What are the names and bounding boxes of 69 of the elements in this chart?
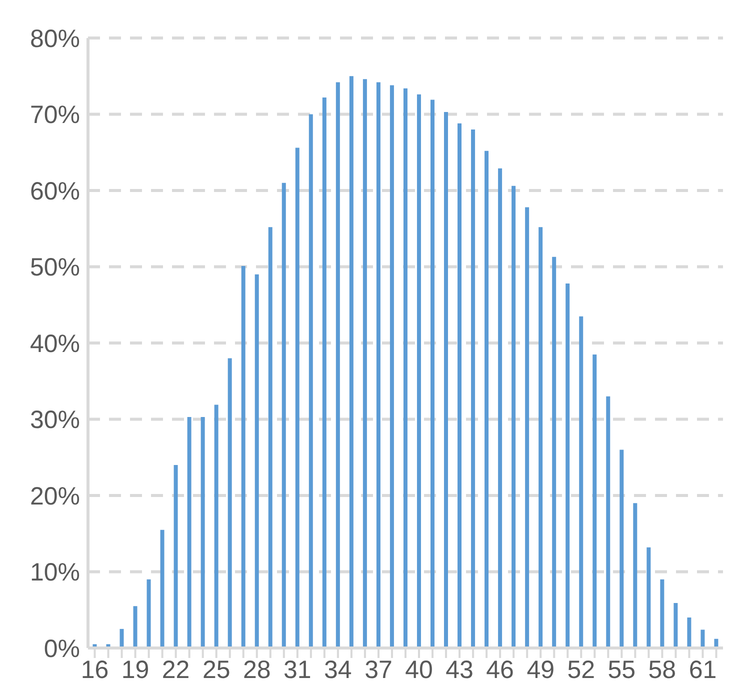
bar — [430, 100, 434, 648]
x-tick-label: 46 — [486, 656, 514, 684]
bar — [592, 354, 597, 648]
bar — [228, 358, 232, 648]
y-tick-label: 0% — [44, 634, 80, 663]
bar — [484, 150, 489, 648]
bar — [214, 404, 218, 648]
bar — [538, 227, 543, 648]
y-tick-label: 20% — [30, 482, 80, 510]
x-tick-label: 28 — [242, 656, 271, 684]
y-tick-label: 40% — [30, 330, 80, 358]
x-tick-label: 49 — [526, 656, 555, 684]
y-tick-label: 50% — [30, 254, 80, 282]
bar — [646, 547, 651, 648]
x-tick-label: 58 — [648, 656, 676, 684]
y-tick-label: 80% — [30, 24, 80, 53]
bar — [674, 603, 678, 648]
bar — [146, 579, 151, 648]
x-tick-label: 37 — [364, 656, 392, 684]
bar — [268, 227, 272, 648]
bar — [282, 182, 286, 648]
x-tick-label: 34 — [324, 656, 352, 684]
bar — [160, 530, 164, 648]
x-tick-label: 19 — [121, 656, 150, 684]
bar — [660, 579, 664, 648]
bar — [174, 465, 178, 648]
bar — [620, 450, 624, 648]
bar — [403, 88, 408, 648]
x-tick-label: 31 — [284, 656, 312, 684]
bar — [133, 606, 138, 648]
bar — [241, 266, 246, 648]
bar — [390, 85, 394, 648]
x-tick-label: 16 — [80, 656, 109, 684]
bar — [579, 316, 584, 648]
x-tick-label: 22 — [162, 656, 190, 684]
x-tick-label: 55 — [608, 656, 636, 684]
bar — [498, 168, 502, 648]
bar — [687, 618, 692, 648]
y-tick-label: 70% — [30, 101, 80, 130]
bar — [525, 207, 530, 648]
bar — [295, 148, 300, 648]
bar — [700, 630, 705, 648]
bar — [187, 416, 192, 648]
bar — [308, 114, 313, 648]
bar — [552, 256, 556, 648]
x-tick-label: 25 — [202, 656, 230, 684]
bar — [606, 396, 610, 648]
bar — [444, 112, 448, 648]
bar — [349, 76, 354, 648]
bar — [512, 186, 516, 648]
bar — [633, 503, 638, 648]
bar — [458, 123, 462, 648]
bar — [322, 97, 326, 648]
bar — [566, 284, 570, 648]
bar — [200, 416, 205, 648]
x-tick-label: 61 — [688, 656, 717, 684]
x-tick-label: 52 — [567, 656, 596, 684]
y-tick-label: 30% — [30, 406, 80, 434]
bar — [254, 274, 259, 648]
bar — [120, 628, 124, 648]
y-tick-label: 60% — [30, 177, 80, 206]
bar — [416, 94, 421, 648]
bar — [362, 79, 367, 648]
bar — [336, 82, 340, 648]
y-tick-label: 10% — [30, 558, 80, 587]
bar — [376, 82, 380, 648]
x-tick-label: 43 — [446, 656, 474, 684]
x-tick-label: 40 — [405, 656, 433, 684]
bar — [471, 130, 476, 648]
